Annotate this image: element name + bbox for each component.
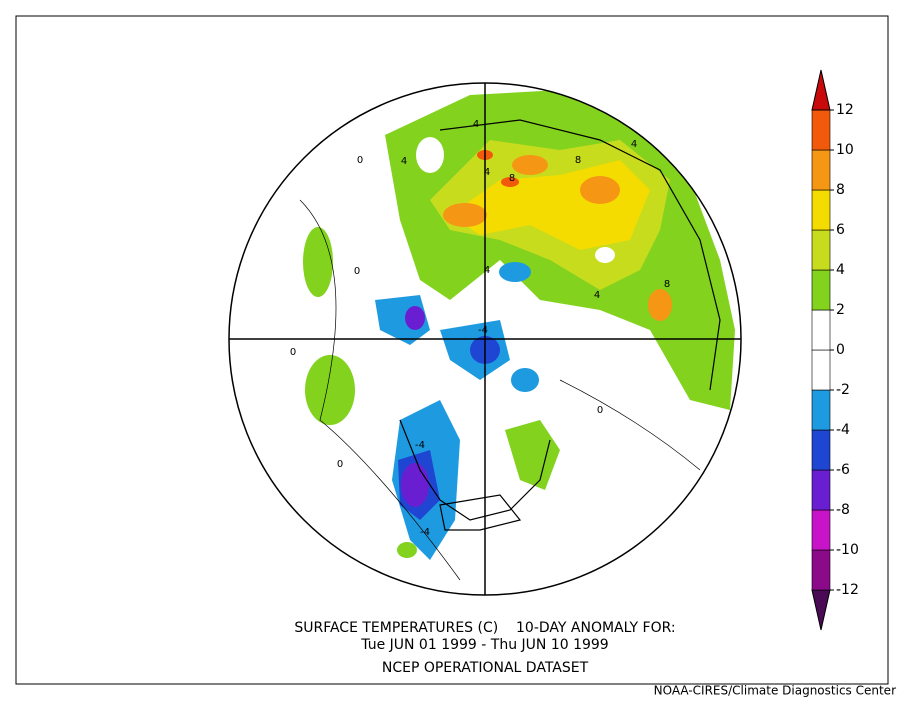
colorbar-band [811, 469, 831, 511]
coastline [439, 119, 721, 391]
contour-label: 4 [484, 167, 490, 178]
colorbar-label: 8 [836, 182, 845, 198]
title-line: SURFACE TEMPERATURES (C) 10-DAY ANOMALY … [294, 620, 675, 636]
colorbar-label: 4 [836, 262, 845, 278]
colorbar-band [811, 109, 831, 151]
anomaly-field [299, 90, 735, 581]
colorbar-label: 2 [836, 302, 845, 318]
title-line: NCEP OPERATIONAL DATASET [382, 660, 589, 676]
colorbar-band [811, 149, 831, 191]
contour-label: 4 [473, 119, 479, 130]
warm-region [397, 542, 417, 558]
colorbar-label: -4 [836, 422, 850, 438]
colorbar-label: 6 [836, 222, 845, 238]
contour-label: 0 [357, 155, 363, 166]
title-line: Tue JUN 01 1999 - Thu JUN 10 1999 [360, 637, 608, 653]
colorbar-band [811, 389, 831, 431]
colorbar-label: -10 [836, 542, 859, 558]
colorbar-band [811, 349, 831, 391]
colorbar-band [811, 229, 831, 271]
contour-label: -4 [420, 527, 430, 538]
contour-label: 4 [631, 139, 637, 150]
colorbar-band [811, 509, 831, 551]
contour-line [299, 199, 461, 581]
colorbar-arrow [811, 589, 831, 631]
colorbar-band [811, 549, 831, 591]
warm-region [303, 227, 333, 297]
coastline [399, 419, 551, 521]
contour-label: 0 [354, 266, 360, 277]
warm-region [501, 177, 519, 187]
neutral-region [416, 137, 444, 173]
contour-label: 8 [509, 173, 515, 184]
cool-region [405, 306, 425, 330]
contour-label: 8 [575, 155, 581, 166]
colorbar-label: 0 [836, 342, 845, 358]
cool-region [499, 262, 531, 282]
coastline [439, 494, 522, 531]
colorbar-arrow [811, 69, 831, 111]
colorbar-band [811, 269, 831, 311]
contour-label: 0 [337, 459, 343, 470]
colorbar-label: 10 [836, 142, 854, 158]
cool-region [511, 368, 539, 392]
contour-label: 0 [597, 405, 603, 416]
colorbar-label: 12 [836, 102, 854, 118]
warm-region [580, 176, 620, 204]
warm-region [305, 355, 355, 425]
cool-region [401, 463, 429, 507]
colorbar-label: -12 [836, 582, 859, 598]
colorbar-label: -6 [836, 462, 850, 478]
contour-label: 4 [594, 290, 600, 301]
contour-label: 4 [401, 156, 407, 167]
contour-line [559, 379, 701, 471]
warm-region [512, 155, 548, 175]
colorbar-band [811, 309, 831, 351]
colorbar-label: -2 [836, 382, 850, 398]
warm-region [648, 289, 672, 321]
contour-label: 4 [484, 265, 490, 276]
frame [15, 15, 889, 685]
contour-label: -4 [415, 440, 425, 451]
colorbar-band [811, 429, 831, 471]
contour-label: -4 [478, 325, 488, 336]
contour-label: 0 [290, 347, 296, 358]
neutral-region [595, 247, 615, 263]
contour-label: 8 [664, 279, 670, 290]
colorbar-label: -8 [836, 502, 850, 518]
colorbar-band [811, 189, 831, 231]
warm-region [443, 203, 487, 227]
credit: NOAA-CIRES/Climate Diagnostics Center [654, 684, 896, 698]
warm-region [505, 420, 560, 490]
